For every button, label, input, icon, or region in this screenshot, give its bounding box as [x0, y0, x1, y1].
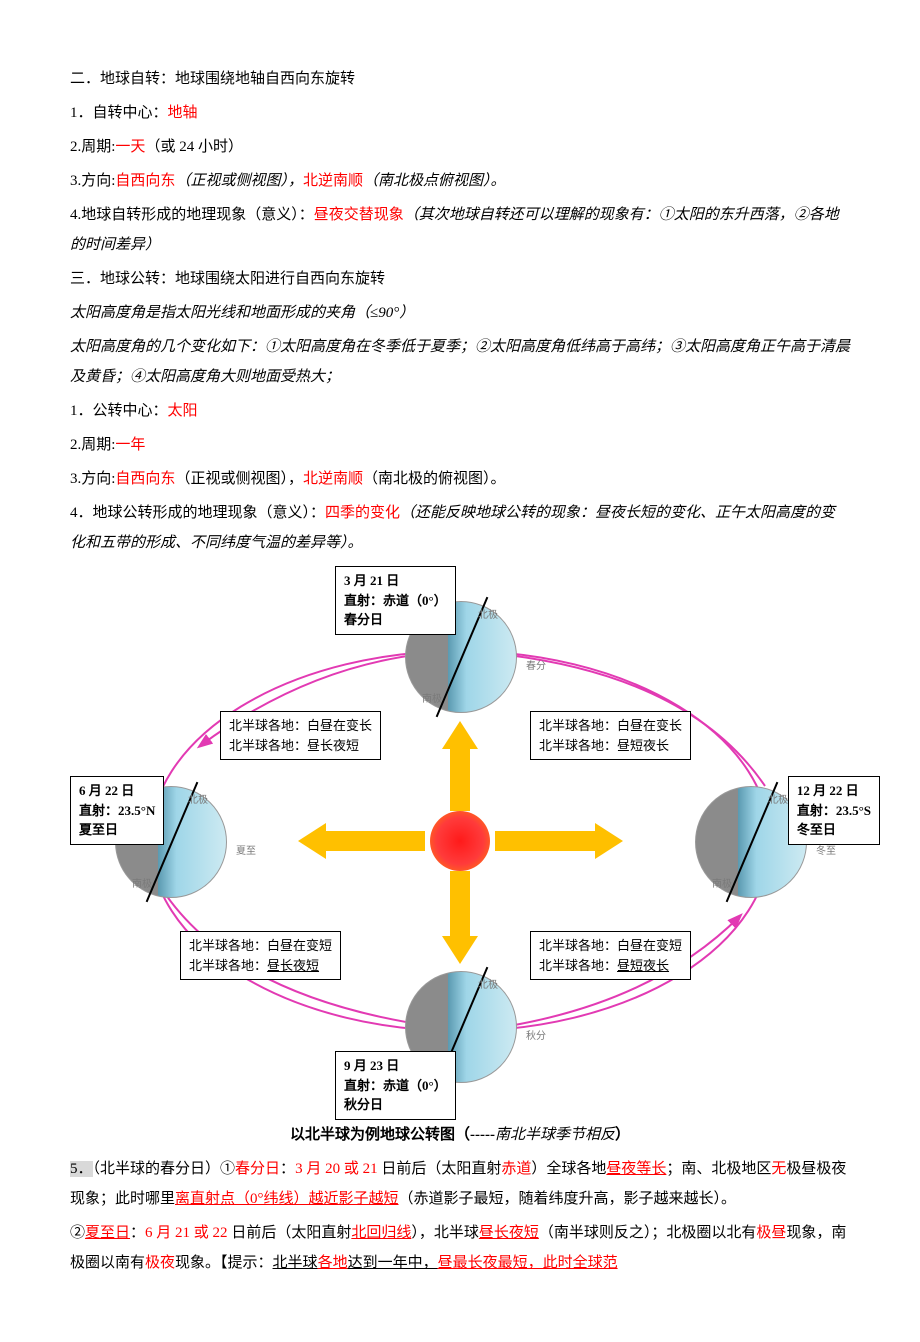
heading-revolution: 三．地球公转：地球围绕太阳进行自西向东旋转: [70, 264, 850, 294]
note-top-left: 北半球各地：白昼在变长 北半球各地：昼长夜短: [220, 711, 381, 760]
heading-rotation: 二．地球自转：地球围绕地轴自西向东旋转: [70, 64, 850, 94]
rotation-period: 2.周期:一天（或 24 小时）: [70, 132, 850, 162]
para-6-summer: ②夏至日：6 月 21 或 22 日前后（太阳直射北回归线），北半球昼长夜短（南…: [70, 1218, 850, 1278]
revolution-phenomena: 4．地球公转形成的地理现象（意义）：四季的变化（还能反映地球公转的现象：昼夜长短…: [70, 498, 850, 558]
note-bottom-left: 北半球各地：白昼在变短 北半球各地：昼长夜短: [180, 931, 341, 980]
callout-autumn: 9 月 23 日 直射：赤道（0°） 秋分日: [335, 1051, 456, 1120]
callout-summer: 6 月 22 日 直射：23.5°N 夏至日: [70, 776, 164, 845]
callout-spring: 3 月 21 日 直射：赤道（0°） 春分日: [335, 566, 456, 635]
rotation-direction: 3.方向:自西向东（正视或侧视图），北逆南顺（南北极点俯视图）。: [70, 166, 850, 196]
note-top-right: 北半球各地：白昼在变长 北半球各地：昼短夜长: [530, 711, 691, 760]
diagram-caption: 以北半球为例地球公转图（-----南北半球季节相反）: [70, 1120, 850, 1150]
para-5-spring: 5．（北半球的春分日）①春分日：3 月 20 或 21 日前后（太阳直射赤道）全…: [70, 1154, 850, 1214]
sun-icon: [430, 811, 490, 871]
revolution-period: 2.周期:一年: [70, 430, 850, 460]
rotation-center: 1．自转中心：地轴: [70, 98, 850, 128]
rotation-phenomena: 4.地球自转形成的地理现象（意义）：昼夜交替现象（其次地球自转还可以理解的现象有…: [70, 200, 850, 260]
revolution-direction: 3.方向:自西向东（正视或侧视图），北逆南顺（南北极的俯视图）。: [70, 464, 850, 494]
sun-altitude-def: 太阳高度角是指太阳光线和地面形成的夹角（≤90°）: [70, 298, 850, 328]
note-bottom-right: 北半球各地：白昼在变短 北半球各地：昼短夜长: [530, 931, 691, 980]
sun-altitude-vars: 太阳高度角的几个变化如下：①太阳高度角在冬季低于夏季；②太阳高度角低纬高于高纬；…: [70, 332, 850, 392]
revolution-center: 1．公转中心：太阳: [70, 396, 850, 426]
revolution-diagram: 春分 北极 南极 夏至 北极 南极 冬至 北极 南极 秋分 北极 南极 3 月 …: [70, 566, 850, 1116]
callout-winter: 12 月 22 日 直射：23.5°S 冬至日: [788, 776, 880, 845]
